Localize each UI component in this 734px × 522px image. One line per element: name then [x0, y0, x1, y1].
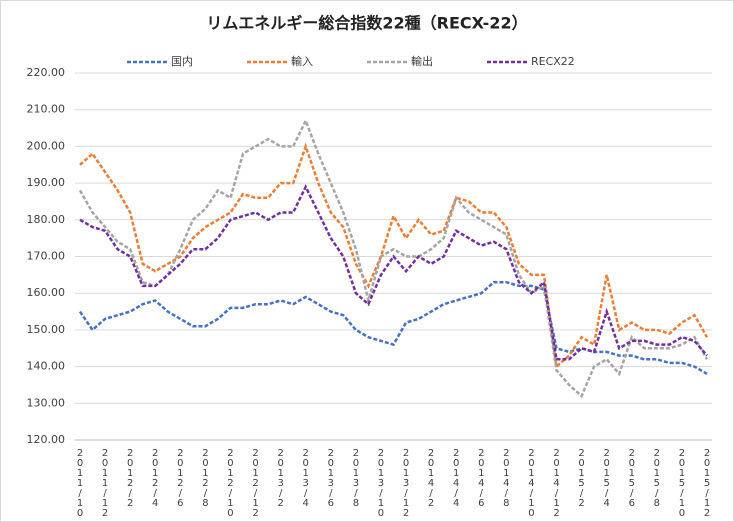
y-tick-label: 120.00 [27, 433, 66, 446]
x-tick-label: 2014/4 [451, 448, 462, 508]
series-line [78, 117, 709, 399]
y-tick-label: 190.00 [27, 176, 66, 189]
x-tick-label: 2014/2 [426, 448, 437, 508]
x-tick-label: 2012/4 [150, 448, 161, 508]
x-tick-label: 2013/6 [325, 448, 336, 508]
y-tick-label: 210.00 [27, 103, 66, 116]
y-tick-label: 150.00 [27, 323, 66, 336]
x-tick-label: 2013/4 [300, 448, 311, 508]
legend-label: RECX22 [531, 55, 575, 68]
legend-label: 輸出 [411, 54, 433, 68]
y-tick-label: 170.00 [27, 250, 66, 263]
x-tick-label: 2015/4 [601, 448, 612, 508]
x-tick-label: 2012/12 [250, 448, 261, 518]
x-tick-label: 2013/8 [350, 448, 361, 508]
y-tick-label: 160.00 [27, 286, 66, 299]
x-tick-label: 2013/2 [275, 448, 286, 508]
chart-title: リムエネルギー総合指数22種（RECX-22） [206, 14, 527, 33]
x-tick-label: 2012/2 [125, 448, 136, 508]
series-line [78, 280, 708, 375]
x-tick-label: 2012/6 [175, 448, 186, 508]
x-tick-label: 2012/10 [225, 448, 236, 518]
y-tick-label: 130.00 [27, 396, 66, 409]
x-tick-label: 2011/10 [75, 448, 86, 518]
x-tick-label: 2015/2 [576, 448, 587, 508]
y-tick-label: 220.00 [27, 66, 66, 79]
x-tick-label: 2015/6 [626, 448, 637, 508]
series-line [79, 183, 708, 361]
x-tick-label: 2014/12 [551, 448, 562, 518]
y-tick-label: 200.00 [27, 139, 66, 152]
x-tick-label: 2013/12 [401, 448, 412, 518]
x-tick-label: 2014/8 [501, 448, 512, 508]
x-tick-label: 2015/12 [702, 448, 713, 518]
x-tick-label: 2015/8 [651, 448, 662, 508]
x-tick-label: 2013/10 [375, 448, 386, 518]
x-tick-label: 2012/8 [200, 448, 211, 508]
x-tick-label: 2011/12 [100, 448, 111, 518]
legend-label: 国内 [171, 54, 193, 68]
x-tick-label: 2014/10 [526, 448, 537, 518]
x-tick-label: 2015/10 [676, 448, 687, 518]
legend-label: 輸入 [291, 54, 313, 68]
y-tick-label: 180.00 [27, 213, 66, 226]
x-tick-label: 2014/6 [476, 448, 487, 508]
y-tick-label: 140.00 [27, 360, 66, 373]
